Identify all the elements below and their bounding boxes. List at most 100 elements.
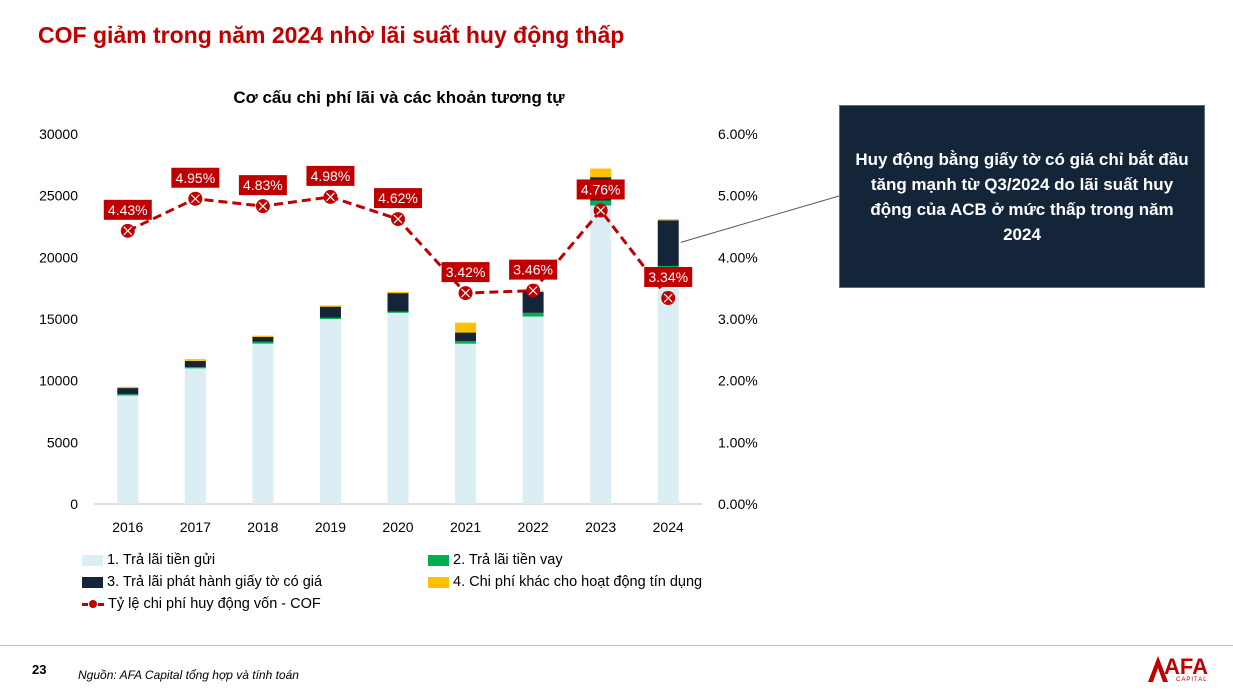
cof-data-label-box (509, 259, 558, 280)
bar-segment (319, 305, 341, 307)
cof-data-label: 3.46% (513, 262, 553, 278)
y-right-tick-label: 2.00% (718, 373, 758, 389)
cof-marker-cross (258, 201, 268, 211)
page-number: 23 (32, 662, 47, 677)
bar-segment (319, 317, 341, 319)
cof-marker-cross (190, 194, 200, 204)
cof-data-label: 4.43% (108, 202, 148, 218)
afa-logo: AFA CAPITAL (1146, 652, 1226, 688)
bar-segment (387, 312, 409, 504)
y-left-tick-label: 20000 (39, 249, 78, 265)
logo-mark-icon (1148, 656, 1168, 682)
cof-data-label: 4.62% (378, 190, 418, 206)
bar-segment (455, 332, 477, 342)
bar-segment (455, 322, 477, 333)
bar-segment (184, 367, 206, 369)
bar-segment (387, 291, 409, 294)
bar-segment (117, 388, 139, 395)
source-note: Nguồn: AFA Capital tổng hợp và tính toán (78, 668, 299, 682)
cof-line (127, 195, 670, 299)
logo-text: AFA (1164, 654, 1208, 679)
bar-segment (590, 200, 612, 206)
x-tick-label: 2023 (585, 519, 616, 535)
x-tick-label: 2017 (180, 519, 211, 535)
cof-data-label-box (644, 267, 693, 288)
x-tick-label: 2024 (653, 519, 684, 535)
legend-item-valuable-papers: 3. Trả lãi phát hành giấy tờ có giá (82, 574, 322, 590)
bar-segment (455, 341, 477, 344)
legend-swatch (82, 554, 103, 566)
cof-marker-cross (663, 293, 673, 303)
bar-segment (319, 319, 341, 504)
x-tick-label: 2022 (518, 519, 549, 535)
footer-divider (0, 645, 1233, 646)
bar-segment (387, 311, 409, 313)
bar-segment (184, 359, 206, 361)
cof-data-label: 4.83% (243, 177, 283, 193)
bar-segment (252, 336, 274, 342)
legend-line-swatch (82, 598, 104, 610)
bar-segment (657, 220, 679, 266)
y-left-tick-label: 30000 (39, 126, 78, 142)
cof-data-label-box (576, 179, 625, 200)
legend-label: Tỷ lệ chi phí huy động vốn - COF (108, 596, 321, 612)
legend-label: 4. Chi phí khác cho hoạt động tín dụng (453, 574, 703, 590)
bar-segment (522, 291, 544, 313)
bar-segment (117, 386, 139, 389)
y-left-tick-label: 25000 (39, 188, 78, 204)
x-tick-label: 2019 (315, 519, 346, 535)
legend-swatch (428, 576, 449, 588)
bar-segment (117, 395, 139, 504)
bar-segment (252, 341, 274, 344)
legend-swatch (428, 554, 449, 566)
y-right-tick-label: 0.00% (718, 496, 758, 512)
bar-segment (590, 168, 612, 178)
cof-data-label-box (103, 199, 152, 220)
callout-leader-line (680, 195, 840, 243)
y-right-tick-label: 6.00% (718, 126, 758, 142)
x-tick-label: 2021 (450, 519, 481, 535)
y-left-tick-label: 10000 (39, 373, 78, 389)
y-right-tick-label: 4.00% (718, 249, 758, 265)
slide-title: COF giảm trong năm 2024 nhờ lãi suất huy… (38, 22, 625, 48)
legend-label: 3. Trả lãi phát hành giấy tờ có giá (107, 574, 323, 590)
y-left-tick-label: 15000 (39, 311, 78, 327)
bar-segment (117, 394, 139, 396)
bar-segment (387, 293, 409, 312)
bar-segment (522, 316, 544, 504)
cof-data-label-box (306, 165, 355, 186)
bar-segment (522, 312, 544, 317)
bar-segment (590, 205, 612, 505)
cof-data-label-box (238, 175, 287, 196)
cof-data-label: 4.76% (581, 181, 621, 197)
callout-box: Huy động bằng giấy tờ có giá chỉ bắt đầu… (839, 105, 1205, 288)
bar-segment (184, 360, 206, 368)
legend-item-cof: Tỷ lệ chi phí huy động vốn - COF (82, 596, 321, 612)
chart-title: Cơ cấu chi phí lãi và các khoản tương tự (233, 88, 565, 107)
y-right-tick-label: 3.00% (718, 311, 758, 327)
cof-marker-cross (393, 214, 403, 224)
cof-data-label-box (441, 262, 490, 283)
cof-marker-cross (528, 286, 538, 296)
bar-segment (319, 306, 341, 318)
legend-item-other-credit-costs: 4. Chi phí khác cho hoạt động tín dụng (428, 574, 702, 590)
cof-marker-cross (596, 206, 606, 215)
cof-marker-cross (123, 226, 133, 236)
bar-segment (657, 219, 679, 221)
legend-item-deposit-interest: 1. Trả lãi tiền gửi (82, 552, 215, 568)
y-right-tick-label: 5.00% (718, 188, 758, 204)
bar-segment (184, 368, 206, 504)
cof-data-label-box (171, 167, 220, 188)
legend-swatch (82, 576, 103, 588)
logo-subtext: CAPITAL (1176, 677, 1208, 683)
legend-label: 2. Trả lãi tiền vay (453, 552, 563, 568)
cof-data-label: 4.95% (175, 170, 215, 186)
bar-segment (252, 335, 274, 337)
bar-segment (455, 343, 477, 504)
cof-data-label-box (374, 188, 422, 209)
cof-data-label: 3.34% (648, 269, 688, 285)
cof-data-label: 4.98% (311, 168, 351, 184)
x-tick-label: 2020 (382, 519, 413, 535)
bar-segment (252, 343, 274, 504)
y-left-tick-label: 0 (70, 496, 78, 512)
